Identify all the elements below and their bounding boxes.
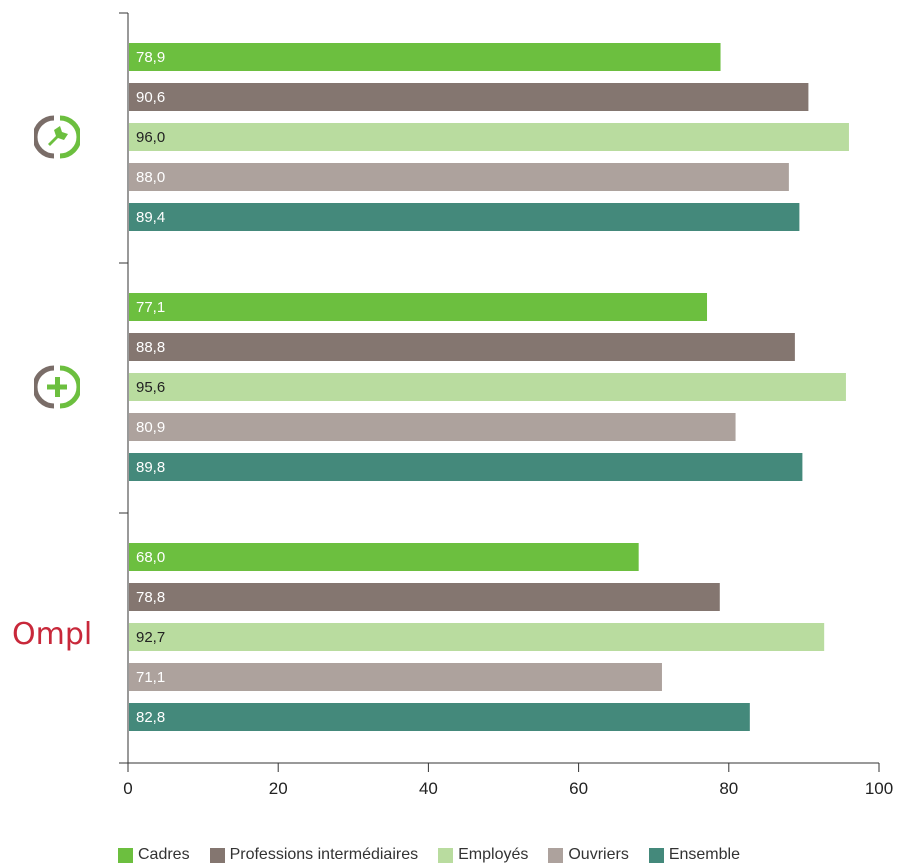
bar-value-label: 90,6 [136, 89, 165, 106]
legend-label: Ensemble [668, 846, 740, 863]
bar-value-label: 96,0 [136, 129, 165, 146]
bar [129, 203, 800, 231]
legend-item: Employés [438, 846, 528, 864]
bar-value-label: 71,1 [136, 669, 165, 686]
plus-circle-icon [32, 364, 82, 410]
wrench-circle-icon [32, 114, 82, 160]
bar-value-label: 77,1 [136, 299, 165, 316]
bar [129, 333, 795, 361]
bar-value-label: 68,0 [136, 549, 165, 566]
bar-value-label: 92,7 [136, 629, 165, 646]
x-tick-label: 80 [719, 779, 738, 798]
bar [129, 623, 825, 651]
bar-value-label: 89,4 [136, 209, 165, 226]
legend-swatch [438, 847, 454, 863]
x-tick-label: 0 [123, 779, 132, 798]
legend-item: Professions intermédiaires [209, 846, 419, 864]
x-tick-label: 40 [419, 779, 438, 798]
legend-item: Ensemble [648, 846, 740, 864]
bar [129, 453, 803, 481]
bar-value-label: 88,0 [136, 169, 165, 186]
bar [129, 583, 720, 611]
bar [129, 293, 708, 321]
legend-swatch [548, 847, 564, 863]
chart-axes: 0 20 40 60 80 100 [119, 12, 893, 798]
bar [129, 373, 846, 401]
chart-bars: 78,9 90,6 96,0 88,0 89,4 77,1 88,8 95,6 80,9 89,8… [129, 43, 849, 731]
legend-swatch [209, 847, 225, 863]
bar [129, 163, 789, 191]
bar-value-label: 82,8 [136, 709, 165, 726]
legend-label: Professions intermédiaires [229, 846, 419, 863]
bar-value-label: 95,6 [136, 379, 165, 396]
x-tick-label: 20 [269, 779, 288, 798]
bar [129, 543, 639, 571]
bar-value-label: 80,9 [136, 419, 165, 436]
x-tick-label: 100 [865, 779, 893, 798]
bar-value-label: 88,8 [136, 339, 165, 356]
bar [129, 703, 750, 731]
chart-legend: Cadres Professions intermédiaires Employés… [118, 846, 760, 864]
legend-swatch [118, 847, 133, 863]
bar [129, 663, 662, 691]
bar-value-label: 78,9 [136, 49, 165, 66]
legend-label: Ouvriers [568, 846, 629, 863]
x-tick-label: 60 [569, 779, 588, 798]
legend-swatch [648, 847, 664, 863]
bar-value-label: 89,8 [136, 459, 165, 476]
svg-text:Ompl: Ompl [12, 617, 92, 652]
bar [129, 43, 721, 71]
bar [129, 123, 849, 151]
legend-item: Cadres [118, 846, 190, 864]
ompl-logo: Ompl [12, 614, 104, 654]
bar [129, 83, 809, 111]
bar [129, 413, 736, 441]
legend-item: Ouvriers [548, 846, 629, 864]
bar-value-label: 78,8 [136, 589, 165, 606]
legend-label: Employés [458, 846, 529, 863]
legend-label: Cadres [138, 846, 190, 863]
